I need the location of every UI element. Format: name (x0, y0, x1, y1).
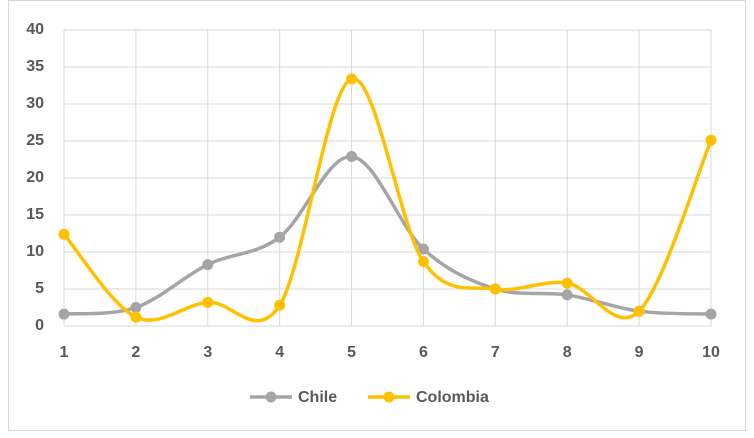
data-point (58, 308, 70, 320)
y-tick-label: 0 (35, 317, 44, 334)
x-tick-label: 5 (347, 344, 356, 361)
y-tick-label: 30 (26, 95, 44, 112)
x-tick-label: 9 (635, 344, 644, 361)
data-point (417, 256, 429, 268)
y-tick-label: 25 (26, 132, 44, 149)
y-tick-label: 20 (26, 169, 44, 186)
x-tick-label: 10 (702, 344, 720, 361)
y-tick-label: 5 (35, 280, 44, 297)
data-point (633, 305, 645, 317)
series-line (62, 77, 713, 323)
data-point (705, 308, 717, 320)
data-point (417, 243, 429, 255)
data-point (202, 259, 214, 271)
data-point (561, 277, 573, 289)
y-tick-label: 15 (26, 206, 44, 223)
data-point (274, 299, 286, 311)
y-tick-label: 35 (26, 58, 44, 75)
data-point (202, 296, 214, 308)
data-point (489, 283, 501, 295)
data-point (561, 289, 573, 301)
x-tick-label: 6 (419, 344, 428, 361)
legend-marker (383, 391, 395, 403)
y-tick-label: 40 (26, 21, 44, 38)
x-tick-label: 2 (131, 344, 140, 361)
legend-label: Colombia (416, 389, 489, 406)
y-tick-label: 10 (26, 243, 44, 260)
data-point (130, 311, 142, 323)
data-point (130, 302, 142, 313)
x-tick-label: 3 (203, 344, 212, 361)
x-tick-label: 4 (275, 344, 284, 361)
data-point (346, 151, 358, 163)
data-point (705, 134, 717, 146)
legend-label: Chile (298, 389, 337, 406)
data-point (346, 73, 358, 85)
x-tick-label: 7 (491, 344, 500, 361)
x-tick-label: 8 (563, 344, 572, 361)
data-point (274, 231, 286, 243)
x-tick-label: 1 (60, 344, 69, 361)
data-point (58, 228, 70, 240)
legend-marker (265, 391, 277, 403)
